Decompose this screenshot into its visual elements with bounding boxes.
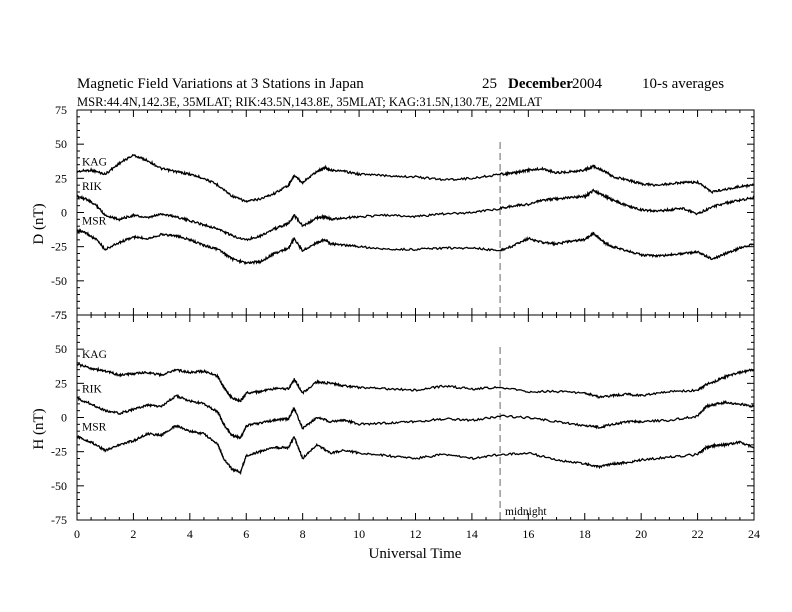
d-series-rik	[76, 188, 755, 242]
averaging-label: 10-s averages	[642, 76, 724, 92]
d-panel: -75 -50 -25 0 25 50 75 KAG RIK MSR	[51, 103, 755, 322]
xtick-label: 6	[243, 527, 249, 541]
date-month: December	[508, 76, 573, 92]
h-ytick-label: -25	[51, 445, 67, 459]
h-series-label-msr: MSR	[82, 422, 107, 434]
d-ytick-label: 0	[61, 206, 67, 220]
h-ytick-label: 50	[55, 342, 67, 356]
d-ytick-label: 75	[55, 103, 67, 117]
xtick-label: 4	[187, 527, 193, 541]
h-series-msr	[76, 424, 755, 476]
d-ytick-label: -25	[51, 240, 67, 254]
d-plot-frame	[76, 109, 755, 316]
xtick-label: 0	[74, 527, 80, 541]
d-ylabel: D (nT)	[31, 203, 47, 244]
d-ytick-label: -50	[51, 274, 67, 288]
h-ytick-label: 75	[55, 308, 67, 322]
d-ytick-label: -75	[51, 308, 67, 322]
h-series-kag	[76, 362, 755, 403]
h-series-rik	[76, 394, 755, 441]
h-ytick-label: -50	[51, 479, 67, 493]
xtick-label: 22	[692, 527, 704, 541]
xtick-label: 12	[410, 527, 422, 541]
h-plot-frame	[76, 314, 755, 521]
stations-info: MSR:44.4N,142.3E, 35MLAT; RIK:43.5N,143.…	[77, 95, 542, 109]
xtick-label: 2	[130, 527, 136, 541]
xtick-label: 18	[579, 527, 591, 541]
xtick-label: 20	[635, 527, 647, 541]
xtick-label: 14	[466, 527, 478, 541]
date-year: 2004	[572, 76, 603, 92]
d-series-kag	[76, 153, 755, 204]
d-ytick-label: 50	[55, 137, 67, 151]
h-series-label-kag: KAG	[82, 349, 107, 361]
xtick-label: 8	[300, 527, 306, 541]
xtick-label: 16	[522, 527, 534, 541]
chart-title: Magnetic Field Variations at 3 Stations …	[77, 76, 364, 92]
h-series-label-rik: RIK	[82, 383, 103, 395]
d-series-label-rik: RIK	[82, 181, 103, 193]
d-series-label-msr: MSR	[82, 215, 107, 227]
d-series-label-kag: KAG	[82, 157, 107, 169]
h-ytick-label: -75	[51, 513, 67, 527]
xtick-label: 24	[748, 527, 760, 541]
x-axis-label: Universal Time	[369, 546, 462, 562]
h-ytick-label: 0	[61, 411, 67, 425]
xtick-label: 10	[353, 527, 365, 541]
midnight-annotation: midnight	[505, 506, 547, 518]
date-day: 25	[482, 76, 497, 92]
d-series-msr	[76, 228, 755, 266]
h-ytick-label: 25	[55, 376, 67, 390]
d-ytick-label: 25	[55, 171, 67, 185]
h-ylabel: H (nT)	[31, 408, 47, 449]
